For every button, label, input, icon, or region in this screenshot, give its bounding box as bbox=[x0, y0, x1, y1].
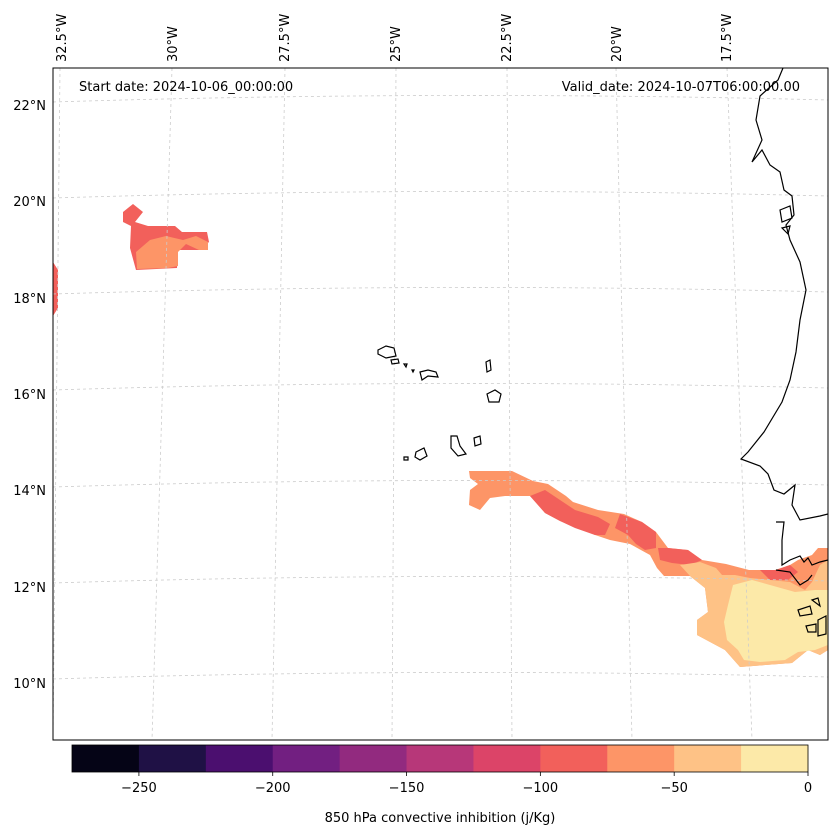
lon-label-25w: 25°W bbox=[389, 26, 404, 62]
island-maio bbox=[473, 435, 482, 447]
cin-patch-west-edge bbox=[53, 262, 58, 316]
cin-patch-northwest-inner bbox=[136, 236, 208, 269]
lon-label-30w: 30°W bbox=[166, 26, 181, 62]
colorbar-tick-label: 0 bbox=[804, 781, 812, 796]
lon-label-17-5w: 17.5°W bbox=[720, 14, 735, 62]
lat-label-20n: 20°N bbox=[13, 195, 46, 210]
colorbar-frame bbox=[71, 744, 809, 773]
colorbar-segment bbox=[138, 745, 207, 772]
island-sal bbox=[485, 359, 492, 373]
lat-label-12n: 12°N bbox=[13, 581, 46, 596]
cin-contours bbox=[53, 204, 828, 667]
colorbar-segment bbox=[205, 745, 274, 772]
cin-band-red-b bbox=[615, 514, 656, 550]
lon-label-20w: 20°W bbox=[610, 26, 625, 62]
colorbar-tick-label: −200 bbox=[255, 781, 291, 796]
latitude-labels: 22°N 20°N 18°N 16°N 14°N 12°N 10°N bbox=[13, 99, 46, 692]
colorbar-tick-label: −250 bbox=[121, 781, 157, 796]
colorbar-segment bbox=[741, 745, 809, 772]
cin-band-red-d bbox=[760, 565, 798, 580]
island-santo-antao bbox=[377, 345, 397, 359]
colorbar-tick-label: −100 bbox=[523, 781, 559, 796]
colorbar-segment bbox=[406, 745, 474, 772]
colorbar-segment bbox=[473, 745, 541, 772]
island-fogo bbox=[414, 447, 428, 461]
lon-label-32-5w: 32.5°W bbox=[55, 14, 70, 62]
lat-label-16n: 16°N bbox=[13, 388, 46, 403]
lat-label-22n: 22°N bbox=[13, 99, 46, 114]
cin-band-red-a bbox=[530, 490, 610, 535]
map-frame bbox=[52, 67, 829, 741]
valid-date-label: Valid_date: 2024-10-07T06:00:00.00 bbox=[562, 80, 800, 95]
lat-label-14n: 14°N bbox=[13, 484, 46, 499]
island-sao-nicolau bbox=[419, 369, 439, 381]
lon-label-22-5w: 22.5°W bbox=[500, 14, 515, 62]
lat-label-18n: 18°N bbox=[13, 292, 46, 307]
colorbar-segment bbox=[72, 745, 140, 772]
colorbar-segment bbox=[674, 745, 742, 772]
colorbar-tick-label: −150 bbox=[389, 781, 425, 796]
cin-band-red-c bbox=[658, 548, 702, 565]
island-brava bbox=[403, 456, 409, 461]
lat-label-10n: 10°N bbox=[13, 677, 46, 692]
coastlines bbox=[377, 68, 828, 637]
lon-label-27-5w: 27.5°W bbox=[278, 14, 293, 62]
colorbar-ticks: −250 −200 −150 −100 −50 0 bbox=[121, 772, 812, 796]
cin-band-yellow bbox=[724, 580, 828, 662]
colorbar-segment bbox=[540, 745, 608, 772]
colorbar-segment bbox=[272, 745, 341, 772]
longitude-labels: 32.5°W 30°W 27.5°W 25°W 22.5°W 20°W 17.5… bbox=[55, 14, 735, 62]
island-santiago bbox=[450, 435, 468, 457]
start-date-label: Start date: 2024-10-06_00:00:00 bbox=[79, 80, 293, 95]
colorbar-title: 850 hPa convective inhibition (j/Kg) bbox=[325, 811, 556, 826]
colorbar-segment bbox=[339, 745, 408, 772]
african-coastline bbox=[739, 68, 828, 521]
colorbar-segment bbox=[607, 745, 675, 772]
graticule bbox=[53, 68, 828, 740]
colorbar-tick-label: −50 bbox=[660, 781, 687, 796]
island-sao-vicente bbox=[390, 358, 400, 365]
colorbar bbox=[72, 745, 809, 772]
island-boa-vista bbox=[486, 389, 502, 403]
